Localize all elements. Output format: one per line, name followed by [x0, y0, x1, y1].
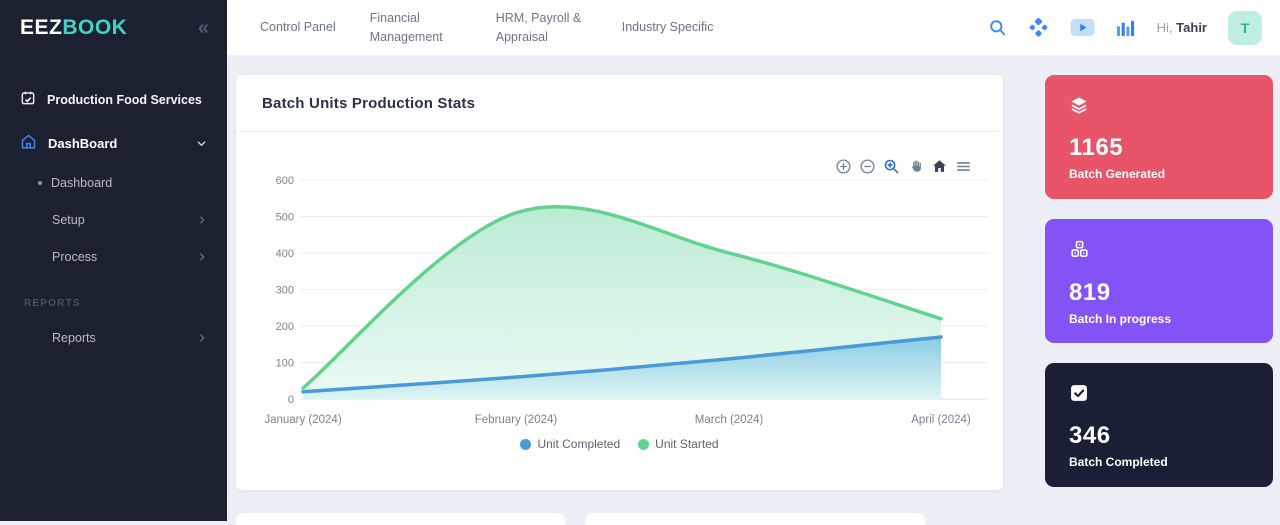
boxes-icon	[1069, 247, 1090, 264]
sidebar-subitem-label: Dashboard	[51, 176, 112, 190]
analytics-icon[interactable]	[1116, 19, 1136, 37]
legend-item[interactable]: Unit Started	[638, 437, 718, 451]
stat-label: Batch In progress	[1069, 312, 1249, 326]
svg-text:0: 0	[288, 394, 294, 406]
sidebar-subitem-dashboard[interactable]: Dashboard	[0, 176, 227, 190]
stats-column: 1165 Batch Generated 819 Batch In progre…	[1045, 75, 1273, 507]
sidebar-module-label: Production Food Services	[47, 93, 202, 107]
calendar-check-icon	[20, 90, 36, 109]
stat-label: Batch Generated	[1069, 167, 1249, 181]
sidebar-module-production-food-services[interactable]: Production Food Services	[0, 90, 227, 109]
sidebar-collapse-icon[interactable]: «	[198, 18, 209, 38]
search-icon[interactable]	[988, 18, 1007, 37]
sidebar-section-reports: REPORTS	[0, 298, 227, 309]
layers-icon	[1069, 102, 1089, 119]
svg-text:March (2024): March (2024)	[695, 414, 764, 426]
nav-industry-specific[interactable]: Industry Specific	[622, 18, 714, 36]
app-logo: EEZBOOK	[20, 16, 127, 40]
legend-marker-icon	[520, 439, 531, 450]
legend-item[interactable]: Unit Completed	[520, 437, 620, 451]
nav-control-panel[interactable]: Control Panel	[260, 18, 336, 36]
svg-text:February (2024): February (2024)	[475, 414, 558, 426]
sidebar-subitem-label: Process	[52, 250, 97, 264]
sidebar-subitem-setup[interactable]: Setup	[0, 213, 227, 227]
chevron-right-icon	[197, 333, 207, 343]
chevron-right-icon	[197, 252, 207, 262]
stat-value: 819	[1069, 279, 1249, 307]
bottom-card-left	[236, 513, 565, 525]
sidebar-subitem-process[interactable]: Process	[0, 250, 227, 264]
svg-text:500: 500	[276, 212, 294, 224]
sidebar-item-label: DashBoard	[48, 136, 117, 151]
chevron-right-icon	[197, 215, 207, 225]
pan-icon[interactable]	[907, 158, 924, 175]
zoom-out-icon[interactable]	[859, 158, 876, 175]
batch-units-production-stats-card: Batch Units Production Stats	[236, 75, 1003, 490]
sidebar-subitem-label: Setup	[52, 213, 85, 227]
zoom-in-icon[interactable]	[835, 158, 852, 175]
menu-icon[interactable]	[955, 158, 972, 175]
stat-value: 346	[1069, 422, 1249, 450]
svg-text:200: 200	[276, 321, 294, 333]
area-chart[interactable]: 0 100 200 300 400 500 600 January (2024) Februar…	[236, 75, 1003, 490]
batch-in-progress-card[interactable]: 819 Batch In progress	[1045, 219, 1273, 343]
batch-generated-card[interactable]: 1165 Batch Generated	[1045, 75, 1273, 199]
chart-toolbar	[835, 158, 972, 175]
topbar: Control Panel Financial Management HRM, …	[227, 0, 1280, 56]
stat-label: Batch Completed	[1069, 455, 1249, 469]
stat-value: 1165	[1069, 134, 1249, 162]
home-icon	[20, 133, 37, 153]
svg-text:April (2024): April (2024)	[911, 414, 971, 426]
chart-legend: Unit Completed Unit Started	[236, 437, 1003, 451]
sidebar-subitem-reports[interactable]: Reports	[0, 331, 227, 345]
svg-text:100: 100	[276, 358, 294, 370]
legend-marker-icon	[638, 439, 649, 450]
avatar[interactable]: T	[1228, 11, 1262, 45]
bullet-icon	[38, 181, 42, 185]
batch-completed-card[interactable]: 346 Batch Completed	[1045, 363, 1273, 487]
bottom-card-right	[585, 513, 925, 525]
svg-text:300: 300	[276, 285, 294, 297]
svg-text:600: 600	[276, 175, 294, 187]
legend-label: Unit Completed	[537, 437, 620, 451]
video-icon[interactable]	[1070, 18, 1095, 37]
chevron-down-icon	[196, 138, 207, 149]
user-greeting: Hi, Tahir	[1157, 20, 1207, 35]
apps-icon[interactable]	[1028, 17, 1049, 38]
legend-label: Unit Started	[655, 437, 718, 451]
svg-text:January (2024): January (2024)	[264, 414, 342, 426]
nav-hrm-payroll-appraisal[interactable]: HRM, Payroll & Appraisal	[496, 9, 588, 45]
checkbox-icon	[1069, 390, 1089, 407]
sidebar-item-dashboard[interactable]: DashBoard	[0, 133, 227, 153]
nav-financial-management[interactable]: Financial Management	[370, 9, 462, 45]
svg-text:400: 400	[276, 248, 294, 260]
sidebar-subitem-label: Reports	[52, 331, 96, 345]
sidebar: EEZBOOK « Production Food Services DashB…	[0, 0, 227, 521]
selection-zoom-icon[interactable]	[883, 158, 900, 175]
reset-home-icon[interactable]	[931, 158, 948, 175]
